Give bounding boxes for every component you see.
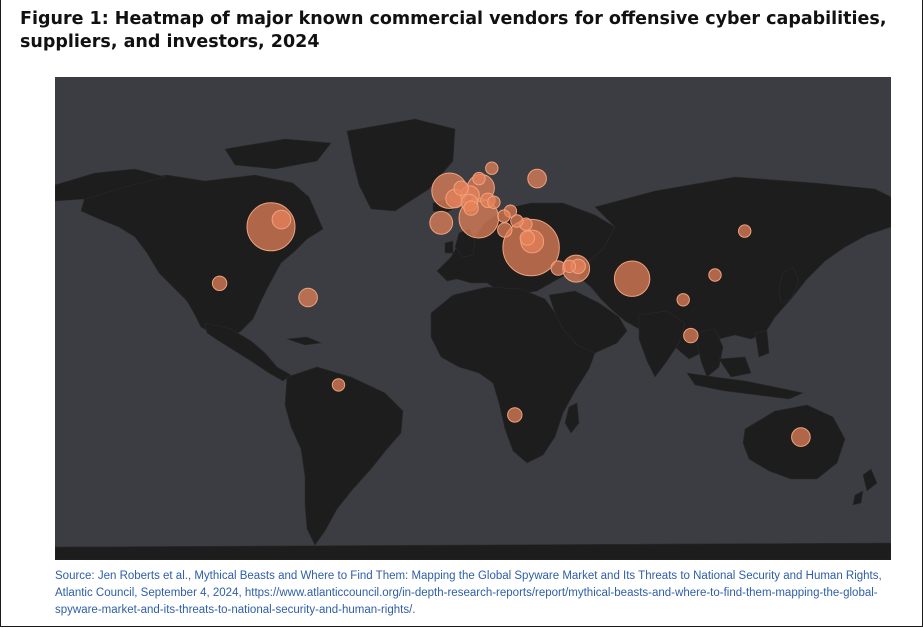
- land-africa: [430, 286, 596, 464]
- vendor-bubble: [562, 259, 577, 274]
- land-alaska: [55, 168, 167, 202]
- vendor-bubbles: [211, 161, 811, 447]
- world-map: [55, 77, 891, 560]
- map-canvas: [55, 77, 891, 560]
- vendor-bubble: [271, 209, 292, 230]
- vendor-bubble: [463, 200, 479, 216]
- land-central-america: [204, 322, 292, 382]
- land-southeast-asia: [694, 328, 724, 378]
- vendor-bubble: [791, 427, 811, 447]
- land-borneo: [718, 330, 770, 378]
- vendor-bubble: [497, 209, 511, 223]
- land-south-america: [284, 366, 404, 546]
- vendor-bubble: [331, 378, 346, 392]
- vendor-bubble: [485, 161, 499, 175]
- figure-title: Figure 1: Heatmap of major known commerc…: [20, 9, 887, 52]
- land-antarctica: [55, 542, 891, 560]
- vendor-bubble: [510, 214, 524, 228]
- vendor-bubble: [472, 171, 486, 186]
- vendor-bubble: [676, 293, 690, 307]
- vendor-bubble: [429, 210, 454, 235]
- vendor-bubble: [453, 180, 469, 196]
- vendor-bubble: [507, 407, 523, 423]
- land-indonesia: [686, 372, 804, 400]
- land-india: [638, 310, 686, 378]
- vendor-bubble: [211, 275, 228, 292]
- vendor-bubble: [738, 224, 752, 238]
- vendor-bubble: [613, 260, 651, 297]
- vendor-bubble: [708, 268, 722, 282]
- vendor-bubble: [487, 195, 501, 210]
- land-new-zealand: [852, 468, 878, 506]
- source-citation: Source: Jen Roberts et al., Mythical Bea…: [55, 570, 882, 616]
- land-arctic-islands: [224, 138, 332, 170]
- land-madagascar: [564, 402, 580, 434]
- vendor-bubble: [497, 222, 513, 238]
- vendor-bubble: [683, 327, 699, 344]
- land-japan: [778, 266, 800, 304]
- vendor-bubble: [527, 168, 547, 189]
- land-british-isles: [444, 228, 476, 258]
- vendor-bubble: [298, 287, 318, 308]
- land-caribbean: [286, 336, 323, 346]
- vendor-bubble: [519, 230, 535, 246]
- land-greenland: [346, 118, 456, 212]
- land-masses: [55, 118, 891, 560]
